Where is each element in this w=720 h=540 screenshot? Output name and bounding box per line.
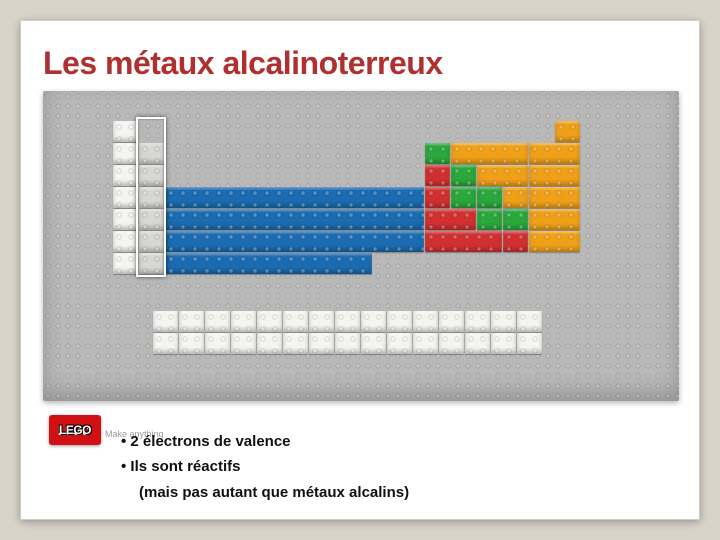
f-block-brick (257, 311, 282, 332)
element-brick (529, 143, 580, 164)
element-brick (113, 143, 138, 164)
element-brick (139, 143, 164, 164)
element-brick (165, 231, 424, 252)
element-brick (113, 209, 138, 230)
element-brick (139, 209, 164, 230)
lego-baseplate (43, 91, 679, 401)
element-brick (425, 165, 450, 186)
element-brick (529, 209, 580, 230)
element-brick (425, 143, 450, 164)
element-brick (451, 143, 528, 164)
f-block-brick (153, 311, 178, 332)
element-brick (477, 187, 502, 208)
f-block-brick (283, 311, 308, 332)
f-block-brick (465, 333, 490, 354)
f-block-brick (179, 311, 204, 332)
element-brick (139, 187, 164, 208)
slide: Les métaux alcalinoterreux LEGO Make any… (20, 20, 700, 520)
element-brick (113, 121, 138, 142)
f-block-brick (387, 311, 412, 332)
f-block-brick (517, 333, 542, 354)
slide-title: Les métaux alcalinoterreux (43, 45, 443, 82)
element-brick (529, 187, 580, 208)
f-block-brick (361, 333, 386, 354)
element-brick (503, 209, 528, 230)
element-brick (113, 231, 138, 252)
bullet-list: • 2 électrons de valence • Ils sont réac… (121, 429, 409, 506)
f-block-brick (491, 333, 516, 354)
f-block-brick (439, 311, 464, 332)
f-block-brick (517, 311, 542, 332)
f-block-brick (465, 311, 490, 332)
element-brick (555, 121, 580, 142)
f-block-brick (309, 333, 334, 354)
f-block-brick (231, 333, 256, 354)
f-block-brick (283, 333, 308, 354)
element-brick (477, 165, 528, 186)
element-brick (139, 165, 164, 186)
f-block-brick (309, 311, 334, 332)
element-brick (425, 209, 476, 230)
element-brick (139, 231, 164, 252)
f-block-brick (205, 333, 230, 354)
element-brick (113, 253, 138, 274)
element-brick (113, 187, 138, 208)
f-block-brick (335, 311, 360, 332)
f-block-brick (153, 333, 178, 354)
f-block-brick (335, 333, 360, 354)
element-brick (503, 231, 528, 252)
element-brick (451, 187, 476, 208)
bullet-2: • Ils sont réactifs (121, 454, 409, 480)
element-brick (425, 231, 502, 252)
element-brick (451, 165, 476, 186)
element-brick (165, 209, 424, 230)
lego-logo-text: LEGO (59, 423, 91, 437)
lego-logo: LEGO (49, 415, 101, 445)
f-block-brick (179, 333, 204, 354)
f-block-brick (491, 311, 516, 332)
f-block-brick (439, 333, 464, 354)
element-brick (139, 253, 164, 274)
bullet-1: • 2 électrons de valence (121, 429, 409, 455)
element-brick (503, 187, 528, 208)
element-brick (529, 231, 580, 252)
f-block-brick (361, 311, 386, 332)
element-brick (165, 253, 372, 274)
element-brick (529, 165, 580, 186)
f-block-brick (413, 311, 438, 332)
f-block-brick (387, 333, 412, 354)
element-brick (165, 187, 424, 208)
f-block-brick (413, 333, 438, 354)
element-brick (425, 187, 450, 208)
element-brick (477, 209, 502, 230)
bullet-3: (mais pas autant que métaux alcalins) (139, 480, 409, 506)
f-block-brick (231, 311, 256, 332)
f-block-brick (205, 311, 230, 332)
element-brick (113, 165, 138, 186)
f-block-brick (257, 333, 282, 354)
